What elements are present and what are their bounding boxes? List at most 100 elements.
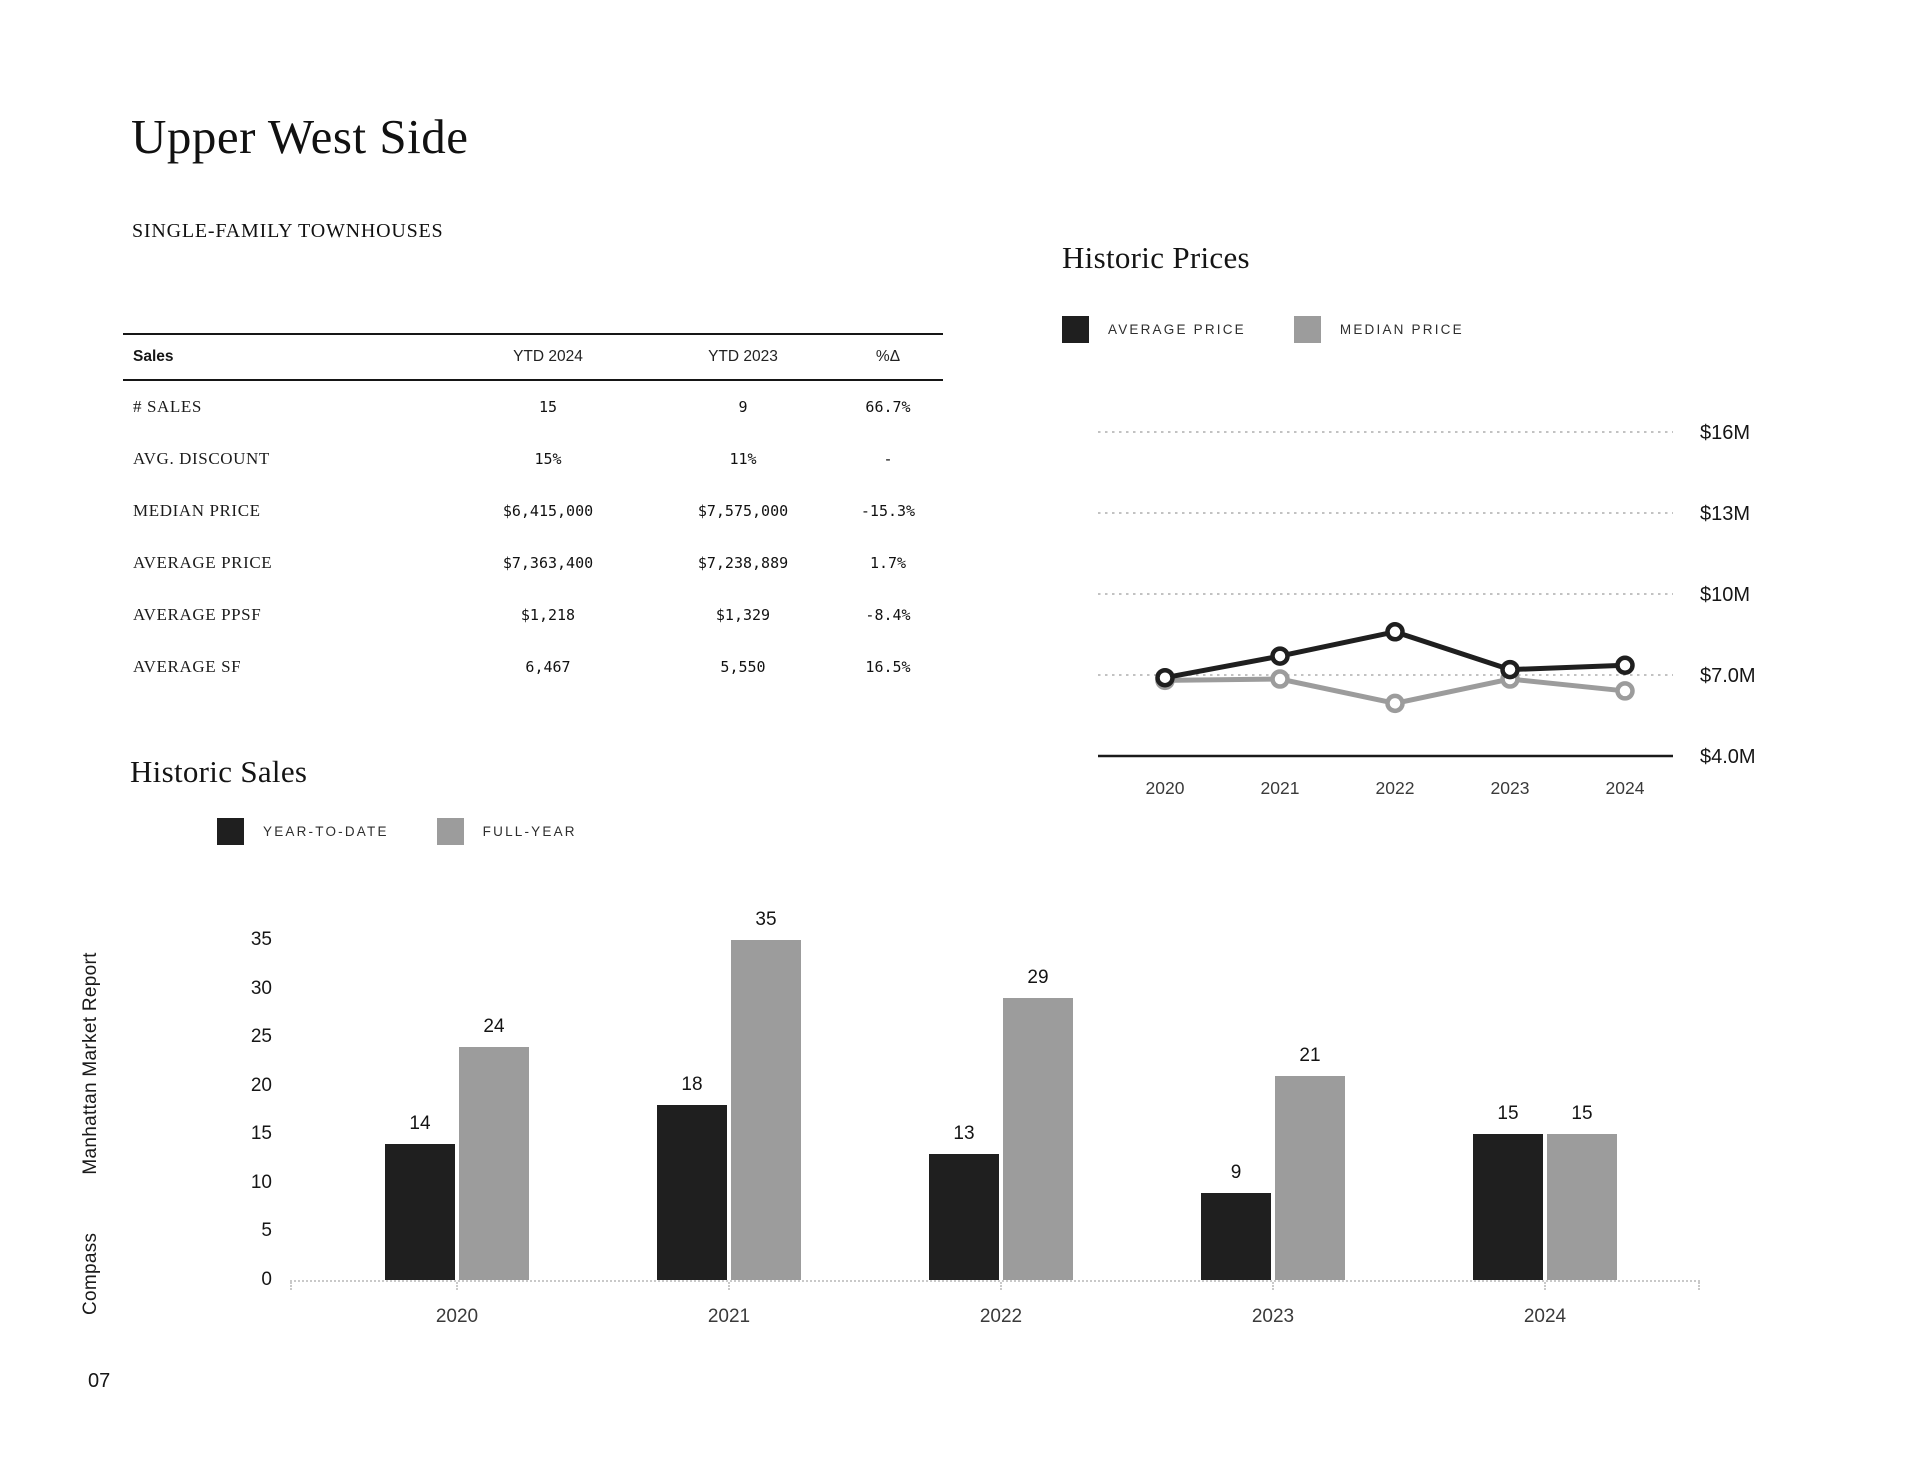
table-row-label: # SALES (133, 397, 202, 416)
legend-label: MEDIAN PRICE (1339, 322, 1464, 337)
sidebar-brand: Compass (80, 1232, 101, 1315)
bar-full-year (1275, 1076, 1345, 1280)
legend-item-full-year: FULL-YEAR (436, 818, 577, 845)
page-number: 07 (88, 1370, 111, 1392)
bar-year-to-date (1473, 1134, 1543, 1280)
bar-value-label: 29 (1027, 967, 1049, 989)
bar-value-label: 15 (1571, 1103, 1593, 1125)
bar-year-to-date (385, 1144, 455, 1280)
table-row: AVG. DISCOUNT 15% 11% - (123, 433, 943, 485)
bar-full-year (1547, 1134, 1617, 1280)
table-cell-ytd2023: 11% (729, 450, 757, 468)
full-year-swatch (436, 818, 464, 845)
bar-value-label: 18 (681, 1074, 703, 1096)
average-price-swatch (1062, 316, 1089, 343)
table-cell-pct-change: 66.7% (865, 398, 911, 416)
baseline-tick (1544, 1282, 1546, 1290)
table-row-label: AVERAGE PRICE (133, 553, 273, 572)
price-ytick-label: $10M (1700, 584, 1750, 606)
bar-ytick-label: 0 (261, 1269, 272, 1290)
historic-prices-chart: $16M $13M $10M $7.0M $4.0M 2020 2021 2022 2023 20… (1098, 422, 1756, 798)
historic-sales-title: Historic Sales (130, 754, 308, 789)
bar-ytick-label: 30 (250, 977, 272, 999)
median-price-swatch (1293, 316, 1321, 343)
bar-full-year (1003, 998, 1073, 1280)
page-title: Upper West Side (131, 109, 469, 164)
price-xtick-label: 2021 (1261, 778, 1300, 798)
historic-sales-chart: 0 5 10 15 20 25 30 35 14 24 2020 18 35 2021 13 29 2022 9 2… (230, 909, 1730, 1370)
table-row-label: AVERAGE SF (133, 657, 242, 676)
baseline-tick (290, 1282, 292, 1290)
page-subtitle: SINGLE-FAMILY TOWNHOUSES (132, 220, 444, 242)
bar-full-year (459, 1046, 529, 1280)
table-cell-pct-change: - (883, 450, 893, 468)
bar-xtick-label: 2020 (435, 1306, 479, 1327)
legend-label: FULL-YEAR (482, 824, 577, 839)
table-cell-pct-change: -8.4% (865, 606, 911, 624)
sales-table-header-label: Sales (133, 348, 174, 365)
legend-label: AVERAGE PRICE (1108, 322, 1246, 337)
sales-table-header-pct-change: %Δ (875, 348, 901, 365)
price-series-median-price-point (1615, 681, 1635, 701)
bar-xtick-label: 2023 (1251, 1306, 1295, 1327)
table-cell-ytd2024: $1,218 (520, 606, 576, 624)
bar-xtick-label: 2024 (1523, 1306, 1567, 1327)
legend-label: YEAR-TO-DATE (263, 824, 389, 839)
table-cell-pct-change: -15.3% (860, 502, 916, 520)
table-row-label: MEDIAN PRICE (133, 501, 261, 520)
sidebar-vertical-text: Compass Manhattan Market Report (80, 952, 102, 1315)
bar-value-label: 14 (409, 1113, 431, 1135)
bar-chart-baseline (290, 1280, 1700, 1282)
table-cell-ytd2024: 6,467 (525, 658, 571, 676)
baseline-tick (1000, 1282, 1002, 1290)
price-xtick-label: 2023 (1491, 778, 1530, 798)
price-ytick-label: $13M (1700, 503, 1750, 525)
table-row: # SALES 15 9 66.7% (123, 381, 943, 433)
bar-ytick-label: 15 (250, 1123, 272, 1145)
sales-table: Sales YTD 2024 YTD 2023 %Δ # SALES 15 9 66.… (123, 333, 943, 693)
baseline-tick (1272, 1282, 1274, 1290)
table-cell-ytd2023: 5,550 (720, 658, 766, 676)
table-row-label: AVG. DISCOUNT (133, 449, 270, 468)
bar-ytick-label: 20 (250, 1074, 272, 1096)
table-cell-pct-change: 1.7% (869, 554, 907, 572)
sales-table-header: Sales YTD 2024 YTD 2023 %Δ (123, 333, 943, 381)
legend-item-median-price: MEDIAN PRICE (1293, 316, 1464, 343)
bar-ytick-label: 35 (250, 929, 272, 951)
bar-full-year (731, 940, 801, 1280)
bar-ytick-label: 10 (250, 1171, 272, 1193)
table-cell-ytd2023: 9 (738, 398, 748, 416)
table-cell-ytd2024: $7,363,400 (502, 554, 594, 572)
bar-xtick-label: 2022 (979, 1306, 1023, 1327)
legend-item-year-to-date: YEAR-TO-DATE (217, 818, 389, 845)
sales-table-header-ytd2024: YTD 2024 (513, 348, 583, 365)
historic-prices-title: Historic Prices (1062, 240, 1250, 275)
price-series-average-price-point (1500, 659, 1520, 680)
price-series-average-price-point (1270, 646, 1290, 666)
legend-item-average-price: AVERAGE PRICE (1062, 316, 1246, 343)
table-cell-ytd2024: 15 (538, 398, 558, 416)
baseline-tick (456, 1282, 458, 1290)
bar-year-to-date (1201, 1192, 1271, 1280)
table-cell-ytd2024: $6,415,000 (502, 502, 594, 520)
price-xtick-label: 2022 (1376, 778, 1415, 798)
bar-value-label: 21 (1299, 1045, 1321, 1067)
price-series-average-price-point (1615, 655, 1635, 676)
table-row: AVERAGE PPSF $1,218 $1,329 -8.4% (123, 589, 943, 641)
bar-ytick-label: 25 (250, 1026, 272, 1048)
table-row: AVERAGE PRICE $7,363,400 $7,238,889 1.7% (123, 537, 943, 589)
table-cell-pct-change: 16.5% (865, 658, 911, 676)
sales-table-body: # SALES 15 9 66.7% AVG. DISCOUNT 15% 11% - MEDIA… (123, 381, 943, 693)
price-series-average-price-point (1155, 667, 1175, 688)
price-ytick-label: $4.0M (1700, 746, 1756, 768)
historic-sales-legend: YEAR-TO-DATE FULL-YEAR (217, 818, 577, 845)
bar-value-label: 9 (1230, 1161, 1242, 1183)
bar-ytick-label: 5 (261, 1220, 272, 1242)
bar-value-label: 35 (755, 909, 777, 931)
table-cell-ytd2023: $1,329 (715, 606, 771, 624)
year-to-date-swatch (217, 818, 244, 845)
price-ytick-label: $16M (1700, 422, 1750, 444)
price-xtick-label: 2020 (1146, 778, 1185, 798)
baseline-tick (728, 1282, 730, 1290)
